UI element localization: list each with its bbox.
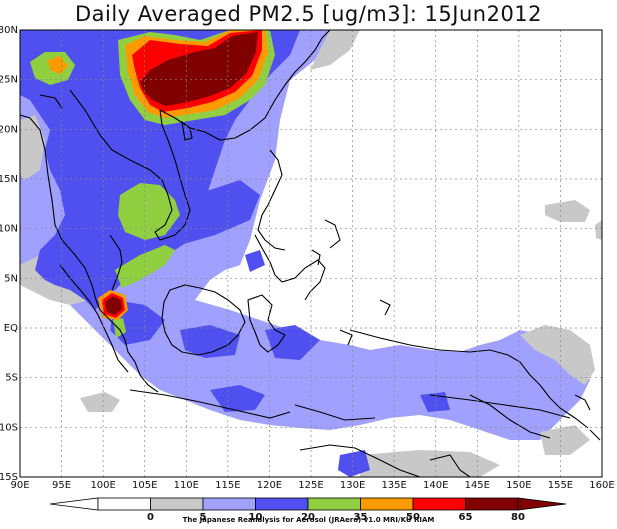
x-tick-label: 130E [340, 480, 365, 491]
darkred-region [105, 296, 122, 315]
gray-region [545, 200, 590, 222]
gray-region [310, 30, 360, 70]
orange-region [48, 56, 68, 74]
colorbar: 0 5 10 20 35 50 65 80 [49, 497, 567, 523]
colorbar-segment [202, 497, 256, 511]
plot-frame [19, 29, 603, 478]
x-tick-label: 125E [298, 480, 323, 491]
colorbar-segment [255, 497, 309, 511]
y-tick-label: 15S [0, 472, 18, 483]
y-tick-label: 20N [0, 124, 18, 135]
colorbar-label: 65 [459, 512, 473, 523]
y-tick-label: 5S [5, 373, 18, 384]
gridlines [20, 30, 602, 477]
y-tick-label: EQ [4, 323, 18, 334]
colorbar-label: 35 [354, 512, 368, 523]
x-tick-label: 115E [215, 480, 240, 491]
colorbar-label: 80 [511, 512, 525, 523]
x-tick-label: 145E [465, 480, 490, 491]
y-tick-label: 10S [0, 422, 18, 433]
blue-region [338, 450, 370, 477]
x-tick-label: 135E [381, 480, 406, 491]
colorbar-segment [150, 497, 204, 511]
colorbar-max-arrow [517, 497, 567, 511]
blue-region [210, 385, 265, 412]
colorbar-segment [97, 497, 151, 511]
gray-region [540, 425, 590, 455]
gray-region [80, 392, 120, 412]
y-axis-ticks: 30N 25N 20N 15N 10N 5N EQ 5S 10S 15S [0, 25, 18, 483]
x-axis-ticks: 90E 95E 100E 105E 110E 115E 120E 125E 130E 135E 14… [10, 480, 614, 491]
gray-region [520, 325, 595, 385]
colorbar-segment [307, 497, 361, 511]
x-tick-label: 100E [90, 480, 115, 491]
x-tick-label: 120E [257, 480, 282, 491]
x-tick-label: 140E [423, 480, 448, 491]
darkred-region [140, 32, 258, 106]
gray-region [595, 220, 602, 240]
blue-region [245, 250, 265, 272]
colorbar-label: 50 [406, 512, 420, 523]
colorbar-label: 5 [200, 512, 207, 523]
y-tick-label: 10N [0, 224, 18, 235]
gray-region [360, 450, 500, 477]
blue-region [180, 325, 240, 358]
x-tick-label: 160E [589, 480, 614, 491]
colorbar-min-arrow [49, 497, 99, 511]
colorbar-segment [360, 497, 414, 511]
x-tick-label: 150E [506, 480, 531, 491]
y-tick-label: 15N [0, 174, 18, 185]
map-title: Daily Averaged PM2.5 [ug/m3]: 15Jun2012 [74, 2, 543, 26]
green-region [113, 318, 126, 338]
x-tick-label: 155E [548, 480, 573, 491]
x-tick-label: 110E [174, 480, 199, 491]
colorbar-label: 10 [249, 512, 263, 523]
blue-region [265, 325, 320, 360]
credit-text: The Japanese Reanalysis for Aerosol (JRA… [182, 516, 435, 524]
y-tick-label: 30N [0, 25, 18, 36]
x-tick-label: 95E [52, 480, 71, 491]
x-tick-label: 90E [10, 480, 29, 491]
colorbar-segment [412, 497, 466, 511]
y-tick-label: 25N [0, 75, 18, 86]
colorbar-label: 20 [301, 512, 315, 523]
y-tick-label: 5N [4, 273, 18, 284]
colorbar-segment [465, 497, 519, 511]
colorbar-label: 0 [147, 512, 154, 523]
x-tick-label: 105E [132, 480, 157, 491]
gray-region [20, 115, 45, 180]
